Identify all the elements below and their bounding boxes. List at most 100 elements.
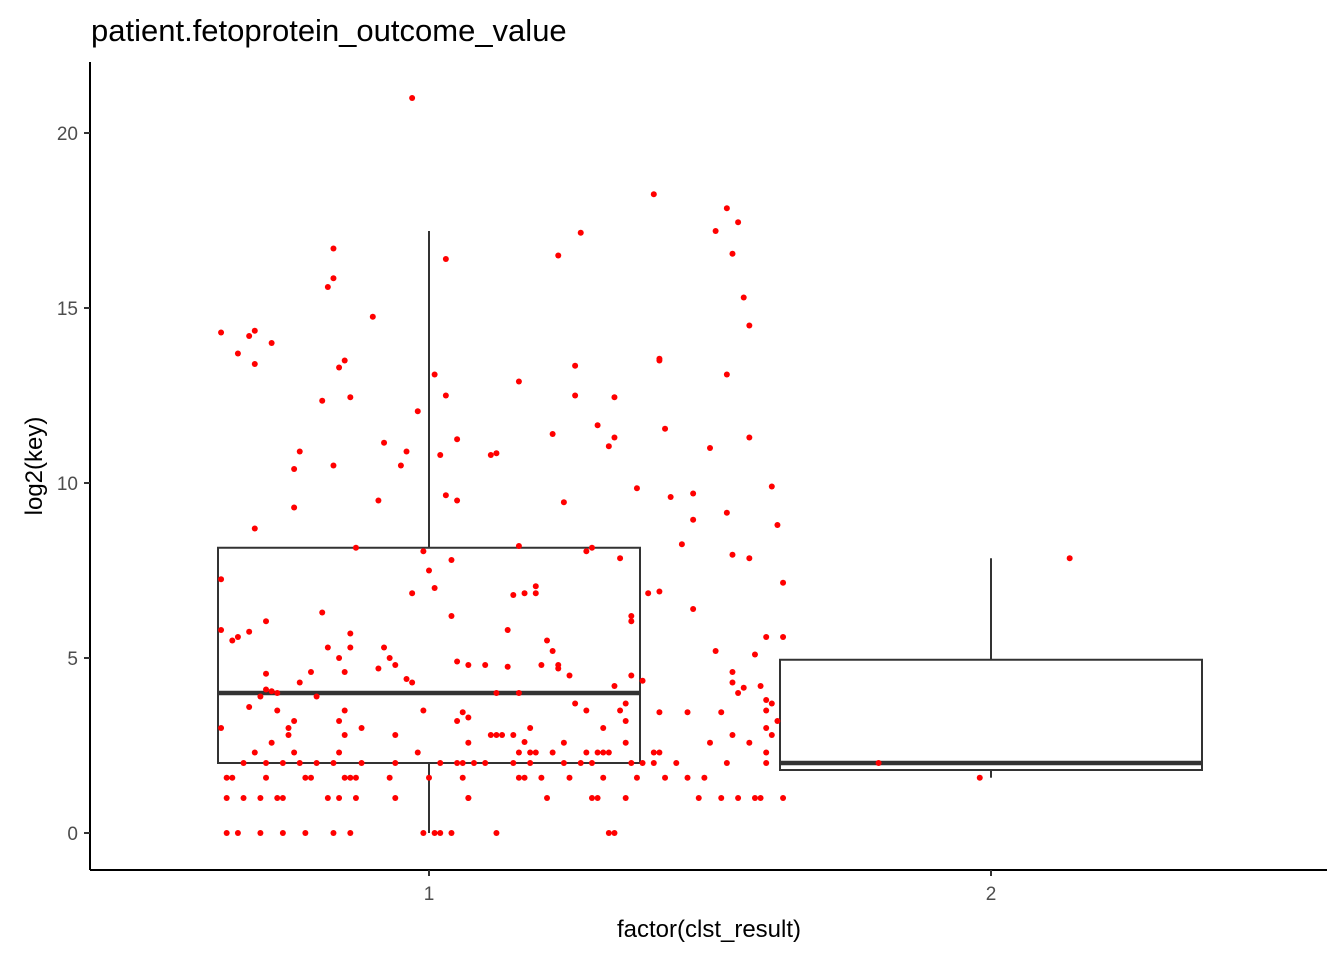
data-point bbox=[611, 683, 618, 689]
data-point bbox=[572, 362, 579, 369]
data-point bbox=[588, 760, 595, 766]
data-point bbox=[347, 774, 354, 781]
data-point bbox=[223, 830, 230, 836]
data-point bbox=[313, 693, 320, 700]
data-point bbox=[437, 452, 444, 458]
data-point bbox=[746, 555, 753, 562]
data-point bbox=[729, 732, 736, 738]
data-point bbox=[369, 313, 376, 320]
data-point bbox=[324, 644, 331, 651]
data-point bbox=[712, 648, 719, 654]
data-point bbox=[336, 718, 343, 724]
data-point bbox=[336, 795, 343, 801]
data-point bbox=[437, 760, 444, 766]
data-point bbox=[780, 795, 787, 801]
data-point bbox=[482, 760, 489, 766]
data-point bbox=[763, 760, 770, 766]
data-point bbox=[386, 774, 393, 781]
data-point bbox=[633, 774, 640, 781]
data-point bbox=[263, 618, 270, 625]
data-point bbox=[544, 637, 551, 644]
data-point bbox=[600, 725, 607, 731]
data-point bbox=[1066, 555, 1073, 562]
data-point bbox=[381, 439, 388, 446]
data-point bbox=[330, 275, 337, 282]
data-point bbox=[386, 655, 393, 661]
data-point bbox=[291, 749, 298, 756]
data-point bbox=[712, 228, 719, 234]
data-point bbox=[218, 329, 225, 336]
y-tick-label: 5 bbox=[67, 649, 78, 670]
data-point bbox=[515, 690, 522, 696]
data-point bbox=[246, 704, 253, 710]
data-point bbox=[448, 830, 455, 836]
data-point bbox=[667, 494, 674, 500]
data-point bbox=[656, 588, 663, 595]
data-point bbox=[611, 394, 618, 401]
data-point bbox=[976, 774, 983, 781]
data-point bbox=[560, 760, 567, 766]
data-point bbox=[482, 662, 489, 668]
data-point bbox=[454, 760, 461, 766]
data-point bbox=[285, 732, 292, 738]
data-point bbox=[465, 662, 472, 668]
data-point bbox=[251, 749, 258, 756]
data-point bbox=[454, 658, 461, 665]
data-point bbox=[493, 450, 500, 457]
data-point bbox=[594, 749, 601, 756]
data-point bbox=[218, 725, 225, 731]
data-point bbox=[375, 497, 382, 504]
data-point bbox=[504, 627, 511, 633]
data-point bbox=[347, 394, 354, 401]
data-point bbox=[611, 434, 618, 441]
data-point bbox=[527, 725, 534, 731]
data-point bbox=[336, 749, 343, 756]
box-iqr bbox=[779, 658, 1203, 771]
data-point bbox=[757, 795, 764, 801]
data-point bbox=[774, 718, 781, 724]
data-point bbox=[459, 760, 466, 766]
data-point bbox=[414, 749, 421, 756]
data-point bbox=[605, 749, 612, 756]
data-point bbox=[707, 739, 713, 746]
data-point bbox=[426, 567, 432, 574]
data-point bbox=[392, 662, 399, 668]
data-point bbox=[223, 795, 230, 801]
data-point bbox=[600, 774, 607, 781]
data-point bbox=[729, 679, 736, 686]
data-point bbox=[499, 732, 506, 738]
data-point bbox=[656, 749, 663, 756]
data-point bbox=[594, 422, 601, 429]
y-tick-label: 15 bbox=[57, 299, 78, 320]
data-point bbox=[218, 576, 225, 583]
data-point bbox=[257, 795, 264, 801]
data-point bbox=[263, 670, 270, 677]
data-point bbox=[414, 408, 421, 415]
data-point bbox=[504, 663, 511, 670]
chart-title: patient.fetoprotein_outcome_value bbox=[91, 13, 567, 48]
data-point bbox=[768, 732, 775, 738]
data-point bbox=[718, 709, 725, 716]
data-point bbox=[650, 191, 657, 198]
data-point bbox=[763, 725, 770, 731]
data-point bbox=[729, 250, 736, 257]
data-point bbox=[774, 522, 781, 528]
data-point bbox=[397, 462, 404, 469]
data-point bbox=[352, 544, 359, 551]
data-point bbox=[617, 707, 624, 714]
data-point bbox=[690, 490, 697, 497]
data-point bbox=[740, 294, 747, 301]
data-point bbox=[257, 693, 264, 700]
data-point bbox=[454, 497, 461, 504]
data-point bbox=[234, 830, 241, 836]
data-point bbox=[684, 709, 691, 716]
boxes-layer bbox=[217, 231, 1203, 833]
data-point bbox=[459, 774, 466, 781]
data-point bbox=[605, 443, 612, 450]
data-point bbox=[336, 655, 343, 661]
data-point bbox=[577, 760, 584, 766]
data-point bbox=[628, 613, 635, 619]
data-point bbox=[358, 760, 365, 766]
data-point bbox=[521, 590, 528, 597]
